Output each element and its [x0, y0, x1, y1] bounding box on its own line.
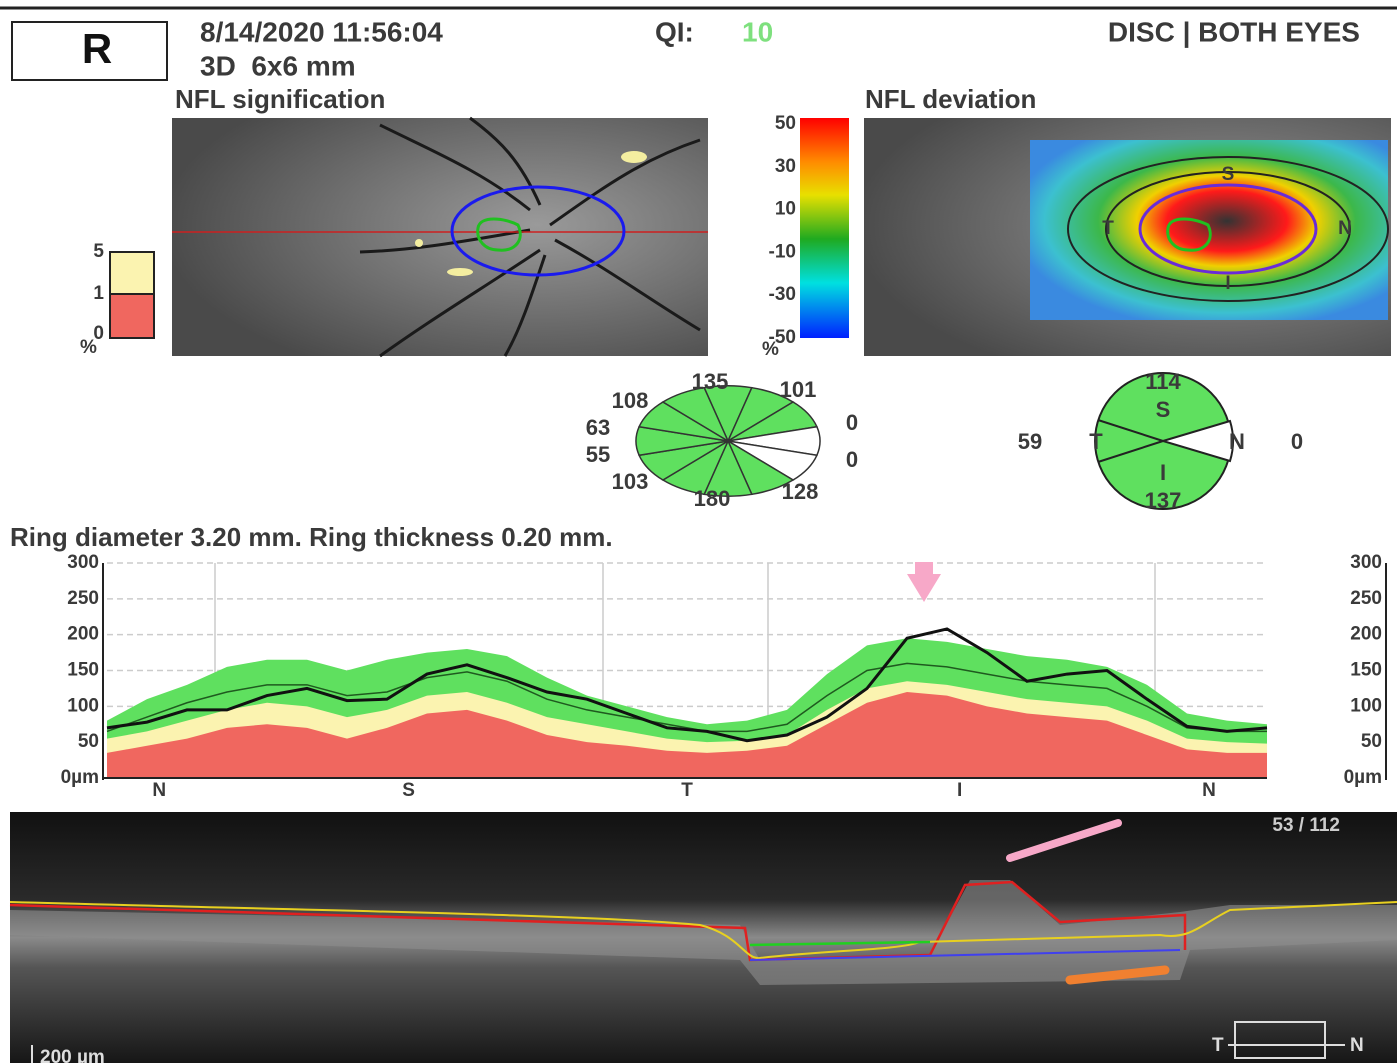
y-tick-label: 200	[67, 624, 99, 645]
x-tick-label: S	[402, 780, 415, 801]
quadrant-value: 0	[1291, 429, 1303, 454]
scale-label: 200 µm	[40, 1047, 105, 1063]
y-tick-label: 150	[67, 660, 99, 681]
qi-value: 10	[742, 16, 773, 47]
color-bar-unit: %	[762, 339, 779, 360]
y-tick-label: 100	[1350, 695, 1382, 716]
quadrant-value: 114	[1145, 369, 1181, 394]
color-bar	[800, 118, 849, 338]
direction-left: T	[1212, 1035, 1224, 1056]
quadrant-label: I	[1160, 460, 1166, 485]
quadrant-value: 59	[1018, 429, 1042, 454]
sector-value: 0	[846, 447, 858, 472]
color-bar-tick: 10	[775, 199, 796, 220]
x-tick-label: T	[681, 780, 693, 801]
y-tick-label: 50	[1361, 731, 1382, 752]
flag-spot	[447, 268, 473, 276]
quadrant-label: N	[1229, 429, 1245, 454]
y-tick-label: 0µm	[61, 767, 99, 788]
chart-title: Ring diameter 3.20 mm. Ring thickness 0.…	[10, 522, 613, 552]
sector-value: 103	[612, 469, 649, 494]
qi-label: QI:	[655, 16, 694, 47]
color-bar-tick: 30	[775, 156, 796, 177]
flag-spot	[621, 151, 647, 163]
panel-title: NFL signification	[175, 84, 385, 114]
scan-mode: DISC | BOTH EYES	[1108, 16, 1360, 47]
sector-value: 63	[586, 415, 610, 440]
color-bar-tick: 50	[775, 113, 796, 134]
legend-outside-normal	[110, 294, 154, 338]
sector-value: 0	[846, 410, 858, 435]
frame-counter: 53 / 112	[1272, 815, 1340, 836]
datetime: 8/14/2020 11:56:04	[200, 16, 443, 47]
y-tick-label: 200	[1350, 624, 1382, 645]
y-tick-label: 250	[1350, 588, 1382, 609]
x-tick-label: I	[957, 780, 962, 801]
color-bar-tick: -30	[769, 284, 796, 305]
y-tick-label: 50	[78, 731, 99, 752]
legend-unit: %	[80, 337, 97, 358]
direction-right: N	[1350, 1035, 1364, 1056]
y-tick-label: 300	[67, 552, 99, 573]
quadrant-label: S	[1156, 397, 1171, 422]
sector-value: 101	[780, 377, 817, 402]
y-tick-label: 300	[1350, 552, 1382, 573]
sector-value: 108	[612, 388, 649, 413]
panel-title: NFL deviation	[865, 84, 1036, 114]
y-tick-label: 100	[67, 695, 99, 716]
page: { "header": {"eye": "R", "datetime": "8/…	[0, 0, 1397, 1063]
sector-value: 55	[586, 442, 610, 467]
map-label: N	[1338, 218, 1352, 239]
quadrant-value: 137	[1145, 488, 1182, 513]
map-label: I	[1225, 273, 1230, 294]
marker-arrow	[907, 562, 941, 602]
legend-normal-borderline	[110, 252, 154, 294]
map-label: S	[1222, 164, 1235, 185]
y-tick-label: 0µm	[1344, 767, 1382, 788]
sector-value: 180	[694, 486, 731, 511]
eye-label: R	[82, 25, 112, 72]
y-tick-label: 150	[1350, 660, 1382, 681]
x-tick-label: N	[1202, 780, 1216, 801]
sector-value: 135	[692, 369, 729, 394]
report: R 8/14/2020 11:56:04 QI: 10 3D 6x6 mm DI…	[0, 0, 1397, 1063]
flag-spot	[415, 239, 423, 247]
color-bar-tick: -10	[769, 241, 796, 262]
legend-tick: 5	[93, 241, 104, 262]
map-label: T	[1102, 218, 1114, 239]
legend-tick: 1	[93, 283, 104, 304]
quadrant-label: T	[1089, 429, 1103, 454]
scan-type: 3D 6x6 mm	[200, 50, 356, 81]
sector-value: 128	[782, 479, 819, 504]
x-tick-label: N	[152, 780, 166, 801]
y-tick-label: 250	[67, 588, 99, 609]
